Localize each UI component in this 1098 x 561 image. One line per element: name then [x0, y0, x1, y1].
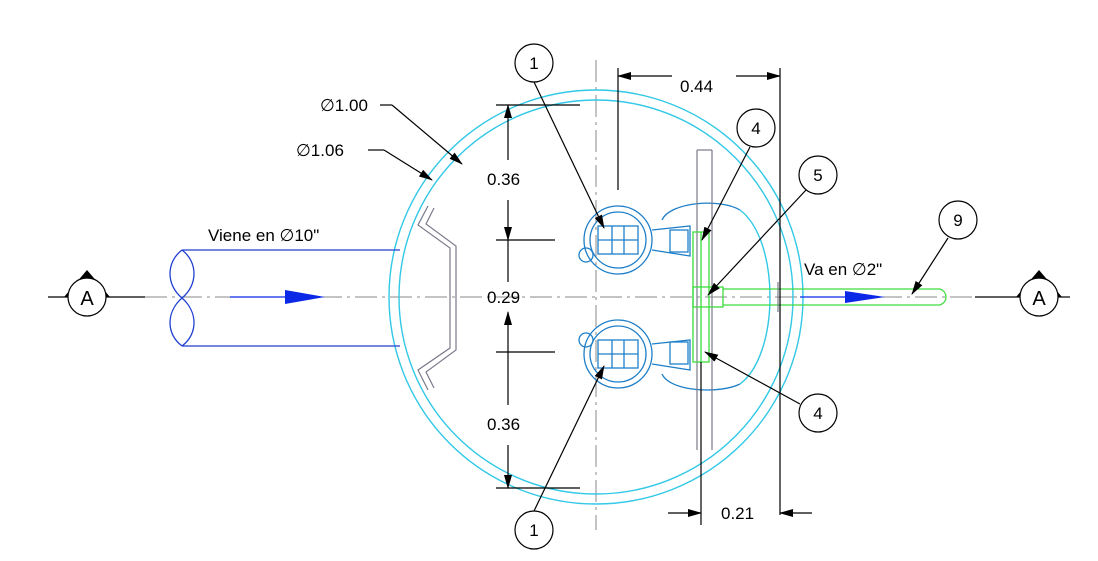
tank-inner-circle	[398, 99, 794, 495]
dim-spacing-bottom-text: 0.36	[487, 415, 520, 434]
outlet-label: Va en ∅2"	[804, 260, 882, 279]
dim-bottom-width-text: 0.21	[721, 504, 754, 523]
balloon-pump-top	[514, 43, 605, 229]
guide-rail	[696, 149, 771, 450]
dim-diameter-outer	[368, 149, 433, 181]
balloon-pump-bottom-text: 1	[529, 521, 538, 540]
balloon-pump-top-text: 1	[529, 54, 538, 73]
balloon-check-bottom	[704, 351, 838, 433]
dim-diameter-inner	[380, 104, 463, 165]
balloon-pump-bottom	[514, 365, 605, 550]
dim-spacing-mid-text: 0.29	[487, 288, 520, 307]
dim-diameter-outer-text: ∅1.06	[296, 141, 344, 160]
inlet-flow-arrowhead	[285, 290, 325, 304]
outlet-flow-arrowhead	[845, 291, 885, 303]
dim-top-width-text: 0.44	[680, 77, 713, 96]
section-mark-left	[48, 270, 145, 317]
inlet-pipe	[169, 249, 400, 347]
pump-bottom	[578, 319, 741, 391]
section-mark-left-text: A	[80, 288, 94, 310]
dim-diameter-inner-text: ∅1.00	[320, 96, 368, 115]
dim-vertical-chain	[496, 104, 580, 489]
dim-bottom-width	[668, 362, 812, 525]
section-mark-right-text: A	[1032, 288, 1046, 310]
balloon-discharge	[911, 200, 978, 295]
dim-top-width	[617, 68, 781, 515]
discharge-pipe	[723, 282, 947, 312]
balloon-check-top	[701, 108, 776, 241]
balloon-tee-text: 5	[813, 166, 822, 185]
balloon-tee	[707, 155, 838, 296]
balloon-check-top-text: 4	[751, 119, 760, 138]
inlet-label: Viene en ∅10"	[208, 226, 319, 245]
inlet-baffle	[417, 205, 457, 391]
balloon-discharge-text: 9	[953, 211, 962, 230]
dim-spacing-top-text: 0.36	[487, 170, 520, 189]
section-mark-right	[975, 270, 1070, 317]
balloon-check-bottom-text: 4	[813, 404, 822, 423]
